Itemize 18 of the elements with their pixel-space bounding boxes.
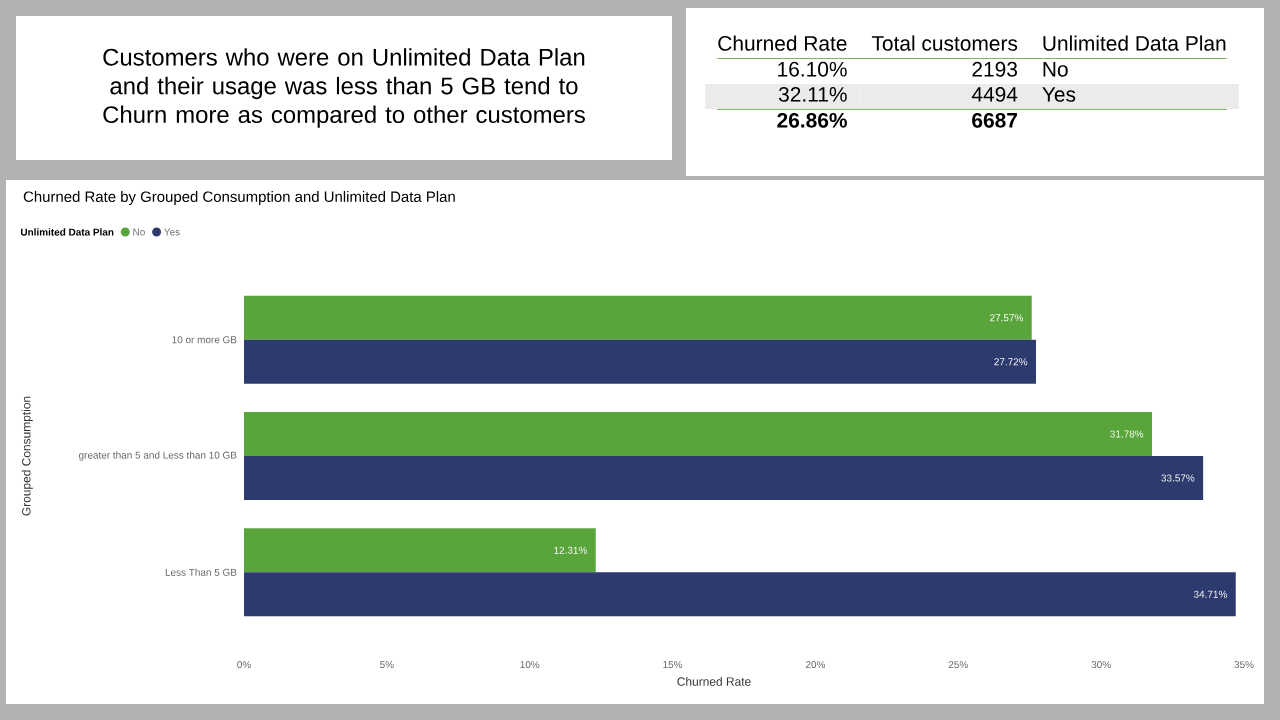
bar [244, 295, 1032, 340]
text: Churned Rate [718, 35, 847, 51]
text: 4494 [971, 86, 1018, 102]
text: No [1043, 62, 1068, 77]
text: Total customers [871, 35, 1018, 51]
text: 16.10% [778, 61, 847, 77]
text: 6687 [972, 112, 1018, 128]
text: 32.11% [778, 86, 847, 102]
bar [244, 456, 1204, 500]
text: Customers who were on Unlimited Data Plan and their usage was less than 5 GB tend to Churn more as compared to other customers [103, 48, 585, 128]
bar [244, 412, 1153, 456]
text: 26.86% [777, 112, 847, 128]
bar [244, 528, 596, 573]
text: 2193 [972, 61, 1018, 77]
text: Yes [1042, 87, 1076, 102]
text: Unlimited Data Plan [1043, 35, 1226, 51]
bar [244, 339, 1037, 384]
bar [244, 572, 1236, 617]
